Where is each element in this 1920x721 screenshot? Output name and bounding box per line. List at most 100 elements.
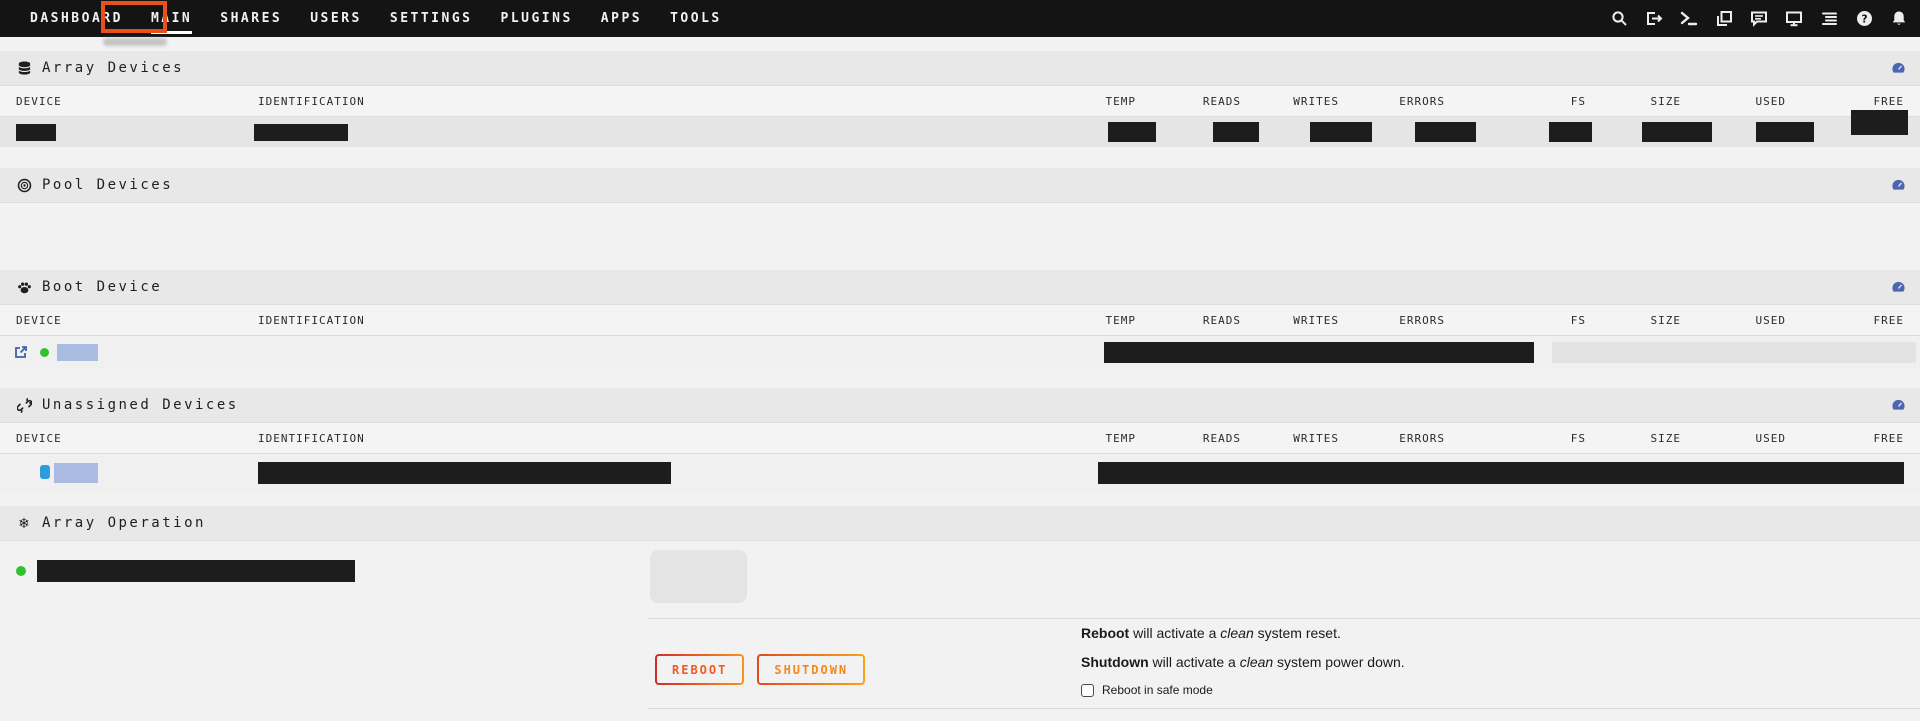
nav-item-shares[interactable]: SHARES [220, 11, 283, 26]
col-device: DEVICE [16, 431, 62, 445]
nav-item-main[interactable]: MAIN [137, 0, 206, 37]
safe-mode-checkbox[interactable] [1081, 683, 1094, 697]
help-icon[interactable]: ? [1855, 10, 1873, 28]
safe-mode-label: Reboot in safe mode [1102, 683, 1213, 697]
col-free: FREE [1873, 94, 1904, 108]
col-identification: IDENTIFICATION [258, 431, 365, 445]
nav-item-settings[interactable]: SETTINGS [389, 11, 473, 26]
col-reads: READS [1202, 313, 1241, 327]
redacted-stats [1104, 342, 1534, 363]
nav-icon-group: ? [1610, 10, 1908, 28]
redacted-reads [1213, 122, 1259, 142]
search-icon[interactable] [1610, 10, 1628, 28]
redacted-fs [1549, 122, 1592, 142]
nav-item-tools[interactable]: TOOLS [670, 11, 722, 26]
unassigned-devices-section-header: Unassigned Devices [0, 388, 1920, 423]
nav-item-apps[interactable]: APPS [600, 11, 643, 26]
reboot-text: will activate a [1129, 625, 1221, 641]
section-title-array-devices: Array Devices [42, 60, 185, 76]
device-type-icon [40, 465, 50, 479]
status-dot-green [40, 348, 49, 357]
boot-device-section-header: Boot Device [0, 270, 1920, 305]
shutdown-word: Shutdown [1081, 654, 1149, 670]
array-action-placeholder[interactable] [650, 550, 747, 603]
section-title-boot-device: Boot Device [42, 279, 163, 295]
reboot-word: Reboot [1081, 625, 1130, 641]
unassigned-device-row[interactable] [0, 454, 1920, 491]
svg-text:?: ? [1861, 13, 1867, 25]
clone-windows-icon[interactable] [1715, 10, 1733, 28]
redacted-array-status [37, 560, 355, 582]
col-reads: READS [1202, 431, 1241, 445]
col-used: USED [1755, 313, 1786, 327]
shutdown-text: will activate a [1148, 654, 1240, 670]
database-icon [16, 60, 32, 76]
reboot-button[interactable]: REBOOT [655, 654, 744, 685]
highlighted-device-label [54, 463, 98, 483]
col-used: USED [1755, 94, 1786, 108]
col-identification: IDENTIFICATION [258, 313, 365, 327]
col-errors: ERRORS [1399, 94, 1445, 108]
gauge-toggle-icon[interactable] [1891, 398, 1906, 413]
nav-item-users[interactable]: USERS [310, 11, 362, 26]
reboot-text-end: system reset. [1253, 625, 1341, 641]
col-free: FREE [1873, 313, 1904, 327]
redacted-stats [1098, 462, 1904, 484]
log-icon[interactable] [1820, 10, 1838, 28]
shutdown-text-end: system power down. [1273, 654, 1405, 670]
col-writes: WRITES [1293, 94, 1339, 108]
notifications-bell-icon[interactable] [1890, 10, 1908, 28]
col-device: DEVICE [16, 94, 62, 108]
col-errors: ERRORS [1399, 431, 1445, 445]
col-fs: FS [1570, 94, 1586, 108]
gauge-toggle-icon[interactable] [1891, 280, 1906, 295]
sign-out-icon[interactable] [1645, 10, 1663, 28]
shutdown-button[interactable]: SHUTDOWN [757, 654, 865, 685]
pool-devices-empty-area [0, 203, 1920, 270]
redacted-writes [1310, 122, 1372, 142]
redacted-size [1642, 122, 1712, 142]
power-buttons-group: REBOOT SHUTDOWN [655, 654, 865, 685]
col-writes: WRITES [1293, 313, 1339, 327]
section-title-array-operation: Array Operation [42, 515, 206, 531]
redacted-usage [1552, 342, 1916, 363]
array-devices-section-header: Array Devices [0, 51, 1920, 86]
feedback-icon[interactable] [1750, 10, 1768, 28]
array-device-row[interactable] [0, 110, 1920, 147]
clean-word: clean [1239, 654, 1274, 670]
reboot-help-line: Reboot will activate a clean system rese… [1081, 625, 1405, 641]
nav-menu: DASHBOARD MAIN SHARES USERS SETTINGS PLU… [16, 0, 736, 37]
divider [648, 618, 1920, 619]
nav-item-dashboard[interactable]: DASHBOARD [30, 11, 123, 26]
paw-icon [16, 279, 32, 295]
col-free: FREE [1873, 431, 1904, 445]
col-errors: ERRORS [1399, 313, 1445, 327]
broken-link-icon [16, 397, 32, 413]
col-identification: IDENTIFICATION [258, 94, 365, 108]
col-temp: TEMP [1105, 431, 1136, 445]
redacted-device-name [16, 124, 56, 141]
shutdown-help-line: Shutdown will activate a clean system po… [1081, 654, 1405, 670]
pool-disc-icon [16, 177, 32, 193]
array-operation-content: REBOOT SHUTDOWN Reboot will activate a c… [0, 541, 1920, 719]
redacted-errors [1415, 122, 1476, 142]
col-device: DEVICE [16, 313, 62, 327]
col-size: SIZE [1650, 431, 1681, 445]
nav-item-plugins[interactable]: PLUGINS [500, 11, 573, 26]
gauge-toggle-icon[interactable] [1891, 61, 1906, 76]
divider [648, 708, 1920, 709]
external-link-icon[interactable] [14, 345, 28, 364]
array-devices-column-headers: DEVICE IDENTIFICATION TEMP READS WRITES … [0, 86, 1920, 117]
boot-device-row[interactable] [0, 336, 1920, 369]
clean-word: clean [1220, 625, 1254, 641]
terminal-icon[interactable] [1680, 10, 1698, 28]
redacted-identification [254, 124, 348, 141]
redacted-free [1851, 110, 1908, 135]
monitor-icon[interactable] [1785, 10, 1803, 28]
col-temp: TEMP [1105, 313, 1136, 327]
gauge-toggle-icon[interactable] [1891, 178, 1906, 193]
highlighted-device-label [57, 344, 98, 361]
unassigned-devices-column-headers: DEVICE IDENTIFICATION TEMP READS WRITES … [0, 423, 1920, 454]
col-size: SIZE [1650, 313, 1681, 327]
redacted-temp [1108, 122, 1156, 142]
